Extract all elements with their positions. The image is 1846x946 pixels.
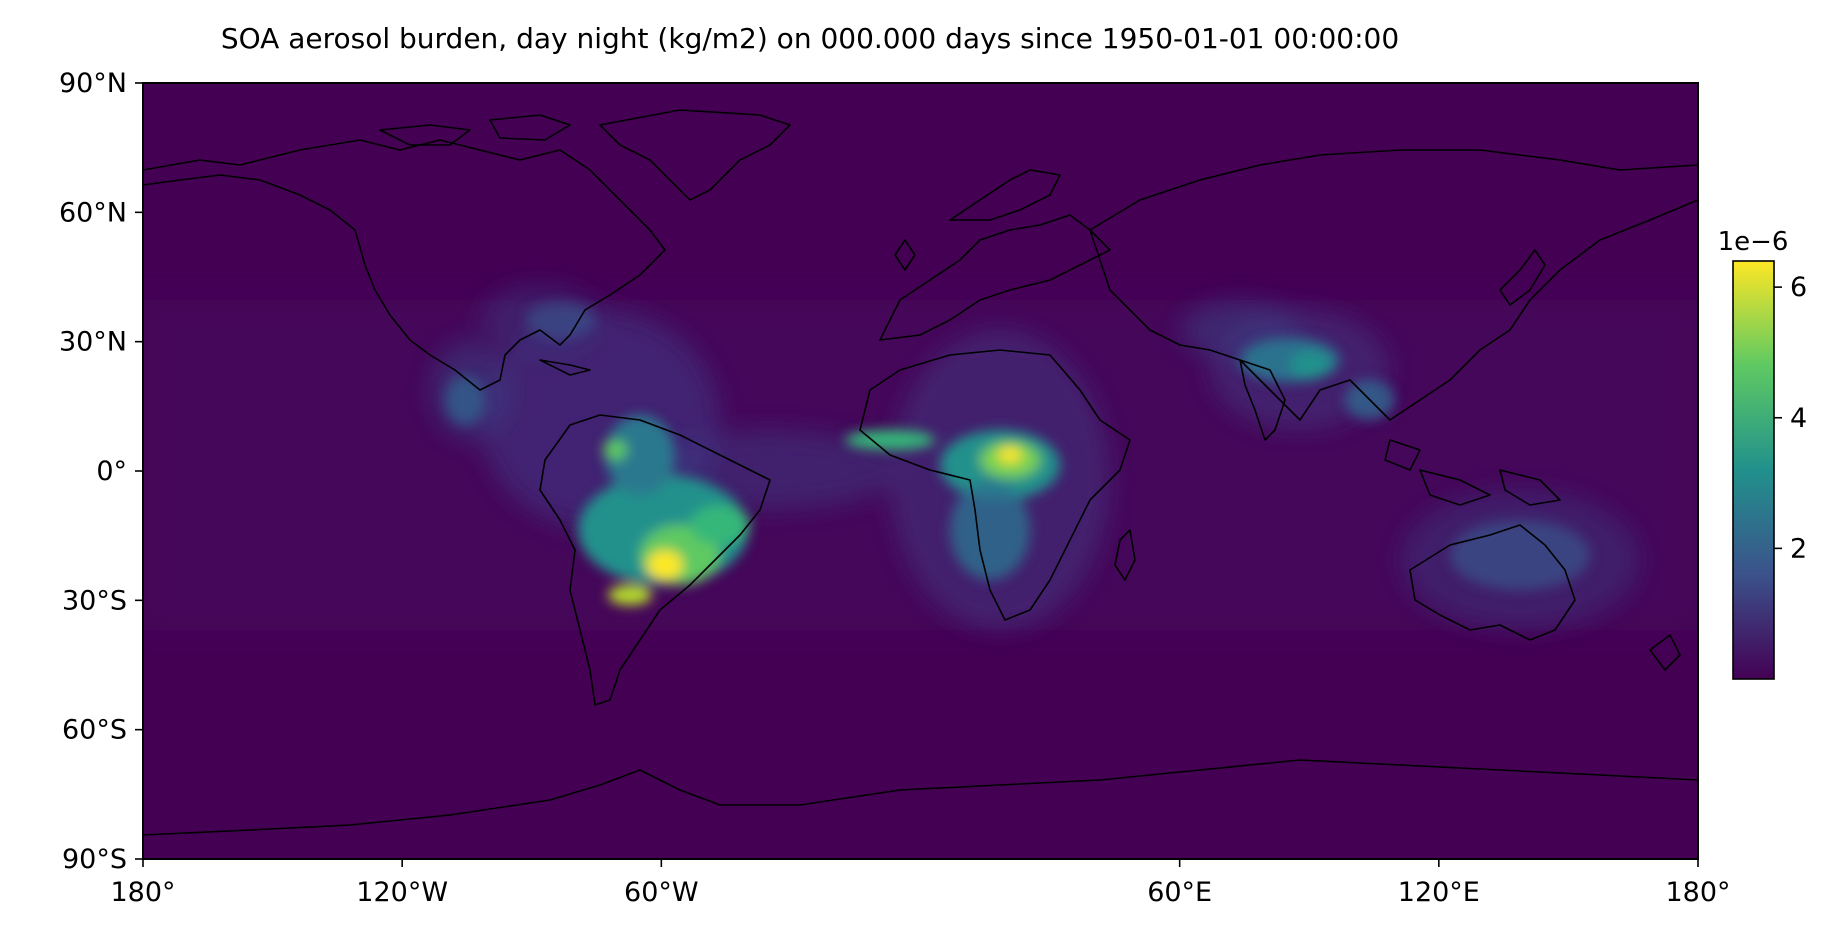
lon-tick-label: 60°E	[1147, 877, 1212, 908]
lon-tick-label: 180°	[1665, 877, 1730, 908]
colorbar-tick-label: 6	[1790, 272, 1807, 303]
lon-tick-label: 120°W	[356, 877, 448, 908]
lat-tick-label: 90°N	[59, 68, 127, 99]
colorbar: 1e−6 2 4 6	[1718, 227, 1807, 680]
lat-tick-label: 0°	[96, 456, 127, 487]
lat-tick-label: 30°S	[62, 585, 127, 616]
data-field	[143, 83, 1698, 859]
map-title: SOA aerosol burden, day night (kg/m2) on…	[220, 22, 1400, 55]
colorbar-tick-label: 2	[1790, 533, 1807, 564]
latitude-axis: 90°N 60°N 30°N 0° 30°S 60°S 90°S	[59, 68, 143, 875]
lat-tick-label: 90°S	[62, 844, 127, 875]
colorbar-ticks: 2 4 6	[1774, 272, 1807, 564]
lat-tick-label: 30°N	[59, 327, 127, 358]
lon-tick-label: 180°	[110, 877, 175, 908]
lon-tick-label: 60°W	[624, 877, 699, 908]
lon-tick-label: 120°E	[1398, 877, 1480, 908]
lat-tick-label: 60°N	[59, 197, 127, 228]
colorbar-gradient	[1732, 260, 1775, 680]
colorbar-tick-label: 4	[1790, 403, 1807, 434]
lat-tick-label: 60°S	[62, 715, 127, 746]
longitude-axis: 180° 120°W 60°W 60°E 120°E 180°	[110, 859, 1731, 908]
coastlines	[143, 109, 1698, 836]
colorbar-scale-label: 1e−6	[1718, 227, 1789, 257]
